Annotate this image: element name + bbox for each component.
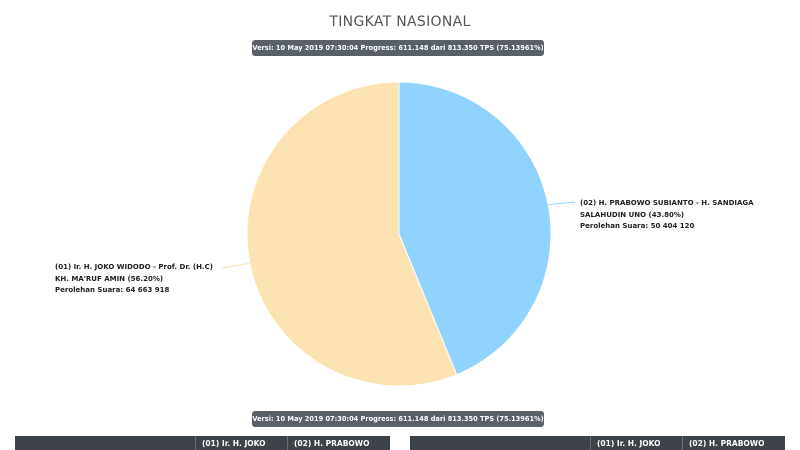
version-badge: Versi: 10 May 2019 07:30:04 Progress: 61… [252,40,544,56]
column-header-prabowo[interactable]: (02) H. PRABOWO [682,436,785,450]
slice-vote-count: Perolehan Suara: 64 663 918 [55,286,170,294]
slice-label-line: SALAHUDIN UNO (43.80%) [580,210,685,219]
slice-leader-line [221,262,250,269]
version-badge-bottom: Versi: 10 May 2019 07:30:04 Progress: 61… [252,411,544,427]
slice-leader-line [548,201,576,206]
pie-slice-prabowo[interactable] [398,81,552,376]
column-header-jokowi[interactable]: (01) Ir. H. JOKO [195,436,287,450]
column-header-jokowi[interactable]: (01) Ir. H. JOKO [590,436,682,450]
slice-label-jokowi: (01) Ir. H. JOKO WIDODO - Prof. Dr. (H.C… [55,262,213,297]
slice-label-prabowo: (02) H. PRABOWO SUBIANTO - H. SANDIAGA S… [580,198,754,233]
slice-label-line: KH. MA'RUF AMIN (56.20%) [55,274,164,283]
page-title: TINGKAT NASIONAL [329,14,471,30]
results-table-right-header: (01) Ir. H. JOKO (02) H. PRABOWO [410,436,785,450]
slice-vote-count: Perolehan Suara: 50 404 120 [580,222,695,230]
slice-label-line: (02) H. PRABOWO SUBIANTO - H. SANDIAGA [580,199,754,207]
slice-label-line: (01) Ir. H. JOKO WIDODO - Prof. Dr. (H.C… [55,263,213,271]
column-header-prabowo[interactable]: (02) H. PRABOWO [287,436,390,450]
pie-slice-jokowi[interactable] [246,81,458,387]
results-table-left-header: (01) Ir. H. JOKO (02) H. PRABOWO [15,436,390,450]
